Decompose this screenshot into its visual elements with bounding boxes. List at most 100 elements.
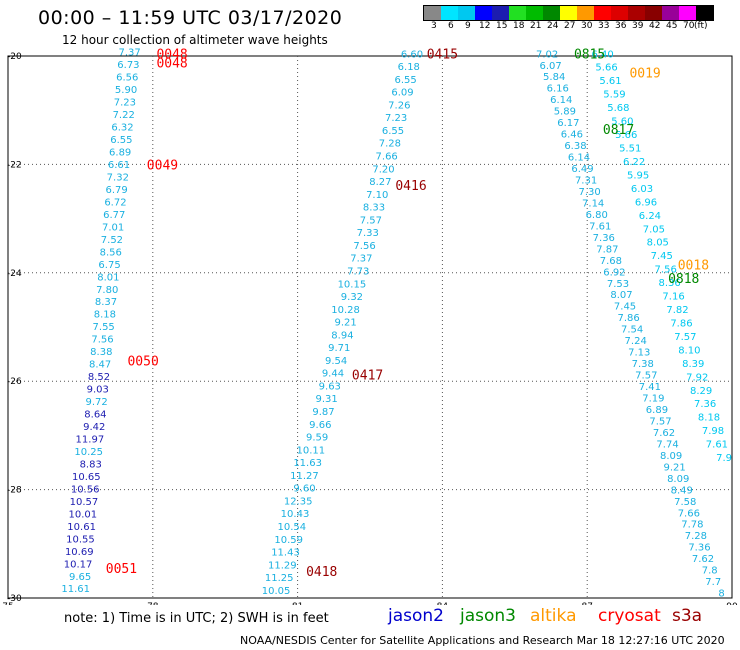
wave-height-value: 7.22 — [113, 110, 135, 121]
wave-height-value: 7.45 — [651, 251, 673, 262]
wave-height-value: 8.27 — [369, 177, 391, 188]
scale-tick-label: 24 — [547, 21, 559, 31]
wave-height-value: 7.86 — [670, 318, 692, 329]
wave-height-value: 8.10 — [678, 345, 700, 356]
wave-height-value: 7.87 — [596, 244, 618, 255]
pass-label: 0048 — [156, 47, 187, 62]
scale-tick-label: (ft) — [694, 21, 708, 31]
wave-height-value: 5.51 — [619, 144, 641, 155]
track-0815-0818-a: 7.026.075.846.166.145.896.176.466.386.14… — [536, 49, 725, 599]
track-0415-0418: 6.60 6.18 6.55 6.097.26 7.23 6.55 7.287.66 7.20… — [262, 49, 423, 597]
wave-height-value: 6.38 — [564, 141, 586, 152]
scale-swatch — [543, 6, 560, 20]
scale-tick-label: 21 — [530, 21, 542, 31]
wave-height-value: 5.68 — [607, 103, 629, 114]
track-0019-a: 6.40 5.66 5.61 5.59 5.68 5.60 5.66 5.51 6.22 5.95… — [591, 49, 732, 464]
wave-height-value: 6.18 — [398, 62, 420, 73]
wave-height-value: 7.7 — [705, 577, 721, 588]
pass-label: 0817 — [603, 123, 634, 138]
wave-height-value: 6.60 — [401, 49, 423, 60]
wave-height-value: 5.90 — [115, 85, 137, 96]
wave-height-value: 7.78 — [681, 520, 703, 531]
wave-height-value: 7.41 — [639, 382, 661, 393]
y-tick-label: -20 — [7, 52, 22, 62]
wave-height-value: 7.36 — [688, 543, 710, 554]
y-tick-label: -30 — [7, 594, 22, 604]
wave-height-value: 10.69 — [65, 547, 94, 558]
x-tick-label: 84 — [437, 602, 449, 605]
wave-height-value: 7.14 — [582, 198, 604, 209]
altimeter-tracks: 7.376.736.565.907.237.226.326.556.896.61… — [61, 48, 732, 600]
wave-height-value: 6.72 — [104, 197, 126, 208]
scale-tick-label: 33 — [598, 21, 610, 31]
wave-height-value: 9.72 — [85, 397, 107, 408]
pass-label: 0051 — [106, 562, 137, 577]
scale-swatch — [594, 6, 611, 20]
wave-height-value: 11.25 — [265, 573, 294, 584]
wave-height-value: 7.56 — [353, 241, 375, 252]
wave-height-value: 8.18 — [94, 310, 116, 321]
scale-swatch — [458, 6, 475, 20]
wave-height-value: 6.89 — [109, 147, 131, 158]
wave-height-value: 7.52 — [101, 235, 123, 246]
wave-height-value: 8.37 — [95, 297, 117, 308]
wave-height-value: 7.62 — [692, 554, 714, 565]
wave-height-value: 7.9 — [716, 453, 732, 464]
wave-height-value: 8.29 — [690, 386, 712, 397]
scale-tick-label: 45 — [666, 21, 678, 31]
graticule — [8, 56, 732, 598]
scale-tick-label: 9 — [465, 21, 471, 31]
wave-height-value: 7.54 — [621, 325, 643, 336]
wave-height-value: 9.59 — [306, 433, 328, 444]
wave-height-value: 7.38 — [632, 359, 654, 370]
pass-label: 0018 — [678, 259, 709, 274]
axis-labels: 75 78 81 84 87 90 -20 -22 -24 -26 -28 -30 — [2, 52, 738, 605]
y-tick-label: -22 — [7, 160, 22, 170]
wave-height-value: 5.84 — [543, 72, 565, 83]
pass-label: 0019 — [629, 66, 660, 81]
wave-height-value: 7.57 — [635, 371, 657, 382]
pass-label: 0415 — [427, 47, 458, 62]
wave-height-value: 7.82 — [666, 305, 688, 316]
wave-height-value: 6.73 — [117, 60, 139, 71]
wave-height-value: 10.25 — [74, 447, 103, 458]
map-border — [7, 55, 733, 599]
wave-height-value: 6.03 — [631, 184, 653, 195]
x-tick-label: 87 — [581, 602, 592, 605]
wave-height-value: 10.28 — [331, 305, 360, 316]
wave-height-value: 7.28 — [379, 139, 401, 150]
y-tick-label: -28 — [7, 486, 22, 496]
wave-height-value: 10.55 — [66, 534, 95, 545]
wave-height-value: 10.17 — [64, 559, 93, 570]
wave-height-value: 7.30 — [578, 187, 600, 198]
wave-height-value: 9.31 — [315, 394, 337, 405]
y-tick-label: -24 — [7, 269, 22, 279]
scale-swatch — [577, 6, 594, 20]
scale-tick-label: 42 — [649, 21, 661, 31]
x-tick-label: 81 — [292, 602, 303, 605]
satellite-legend-altika: altika — [530, 606, 577, 626]
wave-height-value: 7.57 — [360, 215, 382, 226]
wave-height-map: 757881848790-20-22-24-26-28-30 7.376.736… — [2, 47, 738, 605]
wave-height-value: 7.57 — [674, 332, 696, 343]
wave-height-value: 8.01 — [97, 272, 119, 283]
scale-tick-label: 18 — [513, 21, 525, 31]
wave-height-value: 7.10 — [366, 190, 388, 201]
wave-height-value: 7.28 — [685, 531, 707, 542]
pass-label: 0418 — [306, 565, 337, 580]
x-tick-label: 78 — [147, 602, 159, 605]
scale-tick-label: 70 — [683, 21, 695, 31]
wave-height-value: 9.65 — [69, 572, 91, 583]
wave-height-value: 8.38 — [90, 347, 112, 358]
wave-height-value: 8.39 — [682, 359, 704, 370]
scale-swatch — [475, 6, 492, 20]
wave-height-value: 10.11 — [296, 445, 325, 456]
wave-height-value: 6.17 — [557, 118, 579, 129]
credit-line: NOAA/NESDIS Center for Satellite Applica… — [240, 634, 725, 647]
wave-height-value: 7.61 — [706, 440, 728, 451]
scale-swatch — [424, 6, 441, 20]
wave-height-value: 7.13 — [628, 348, 650, 359]
scale-tick-label: 27 — [564, 21, 576, 31]
scale-tick-label: 3 — [431, 21, 437, 31]
